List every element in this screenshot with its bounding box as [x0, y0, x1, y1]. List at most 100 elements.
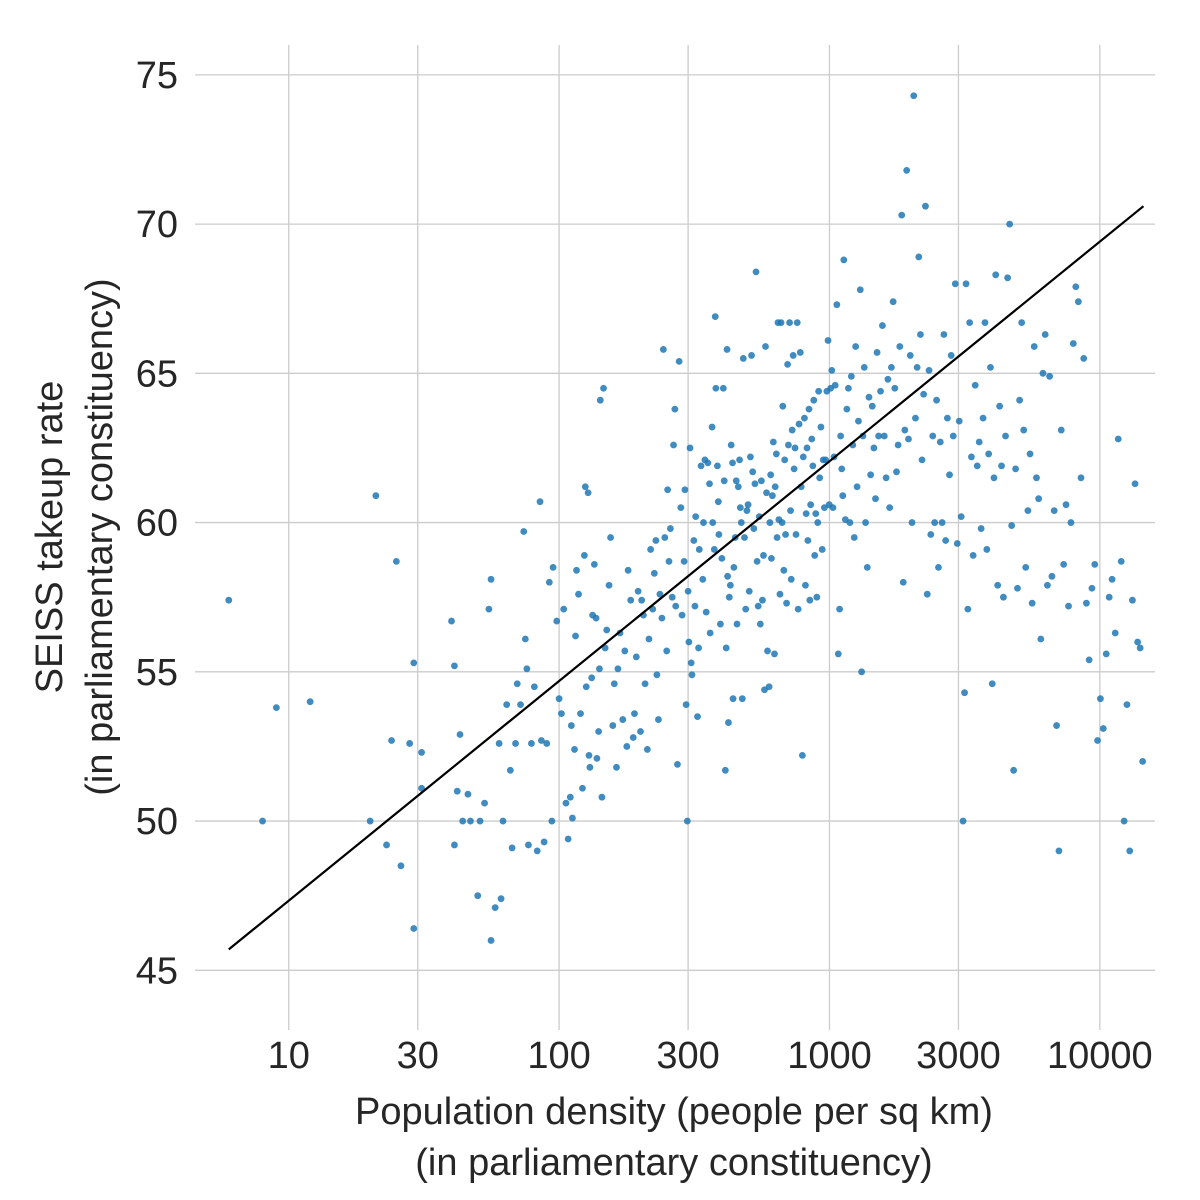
data-point [891, 384, 899, 392]
x-tick-label: 1000 [787, 1035, 872, 1077]
x-tick-label: 30 [397, 1035, 439, 1077]
data-point [920, 390, 928, 398]
data-point [714, 498, 722, 506]
data-point [773, 534, 781, 541]
data-point [1053, 722, 1060, 729]
data-point [691, 602, 699, 610]
data-point [451, 662, 458, 670]
data-point [577, 710, 584, 718]
data-point [816, 474, 824, 482]
data-point [503, 701, 511, 709]
data-point [792, 531, 800, 538]
data-point [846, 519, 854, 526]
data-point [807, 501, 815, 509]
data-point [863, 563, 871, 571]
data-point [777, 319, 785, 326]
data-point [925, 366, 933, 374]
data-point [638, 596, 646, 604]
data-point [975, 438, 983, 446]
data-point [811, 552, 819, 559]
data-point [656, 590, 664, 598]
data-point [668, 593, 676, 601]
data-point [476, 817, 484, 825]
data-point [776, 590, 784, 598]
data-point [929, 432, 937, 440]
data-point [875, 432, 883, 440]
data-point [940, 331, 948, 338]
data-point [596, 396, 604, 404]
data-point [525, 841, 532, 849]
data-point [585, 751, 593, 759]
data-point [1094, 737, 1101, 744]
data-point [372, 492, 380, 500]
data-point [259, 817, 266, 825]
data-point [787, 507, 794, 515]
data-point [750, 525, 758, 532]
data-point [637, 728, 644, 735]
data-point [418, 784, 425, 792]
data-point [981, 319, 989, 326]
y-axis-title-line2: (in parliamentary constituency) [79, 278, 121, 795]
data-point [964, 605, 972, 613]
data-point [1012, 465, 1019, 473]
data-point [787, 575, 795, 583]
x-tick-labels: 10 30 100 300 1000 3000 10000 [268, 1035, 1153, 1077]
data-point [1139, 757, 1147, 765]
data-point [726, 581, 734, 589]
data-point [917, 331, 924, 338]
data-point [1048, 572, 1056, 580]
data-point [713, 462, 721, 470]
data-point [715, 531, 723, 538]
data-point [935, 563, 942, 571]
data-point [953, 540, 961, 547]
data-point [1062, 501, 1070, 509]
data-point [1105, 593, 1113, 601]
data-point [962, 280, 970, 288]
data-point [708, 423, 716, 431]
data-point [738, 695, 746, 703]
data-point [584, 489, 592, 497]
data-point [817, 423, 825, 431]
data-point [1102, 650, 1110, 658]
data-point [558, 710, 565, 718]
data-point [1020, 426, 1028, 434]
data-point [822, 456, 830, 464]
data-point [884, 375, 892, 383]
data-point [1006, 220, 1014, 228]
data-point [888, 363, 895, 371]
data-point [905, 435, 912, 443]
data-point [951, 280, 959, 288]
data-point [899, 578, 907, 586]
data-point [818, 546, 826, 553]
data-point [1091, 560, 1099, 568]
data-point [598, 793, 606, 801]
data-point [621, 647, 629, 655]
data-point [1055, 847, 1063, 855]
data-point [752, 268, 760, 276]
data-point [959, 817, 967, 825]
data-point [969, 552, 977, 559]
data-point [955, 417, 963, 425]
data-point [653, 671, 661, 679]
data-point [567, 722, 575, 729]
data-point [674, 760, 681, 768]
data-point [745, 587, 753, 595]
data-point [1060, 560, 1068, 568]
data-point [681, 486, 689, 494]
data-point [614, 665, 622, 673]
data-point [686, 444, 694, 452]
data-point [1136, 644, 1144, 652]
data-point [766, 519, 774, 526]
data-point [508, 844, 516, 852]
data-point [783, 599, 790, 607]
data-point [838, 465, 846, 473]
data-point [721, 766, 729, 774]
data-point [782, 531, 789, 538]
data-point [894, 441, 902, 449]
data-point [810, 396, 818, 404]
x-gridlines [288, 45, 1101, 1030]
data-point [985, 450, 993, 458]
data-point [767, 471, 775, 479]
data-point [695, 546, 703, 553]
